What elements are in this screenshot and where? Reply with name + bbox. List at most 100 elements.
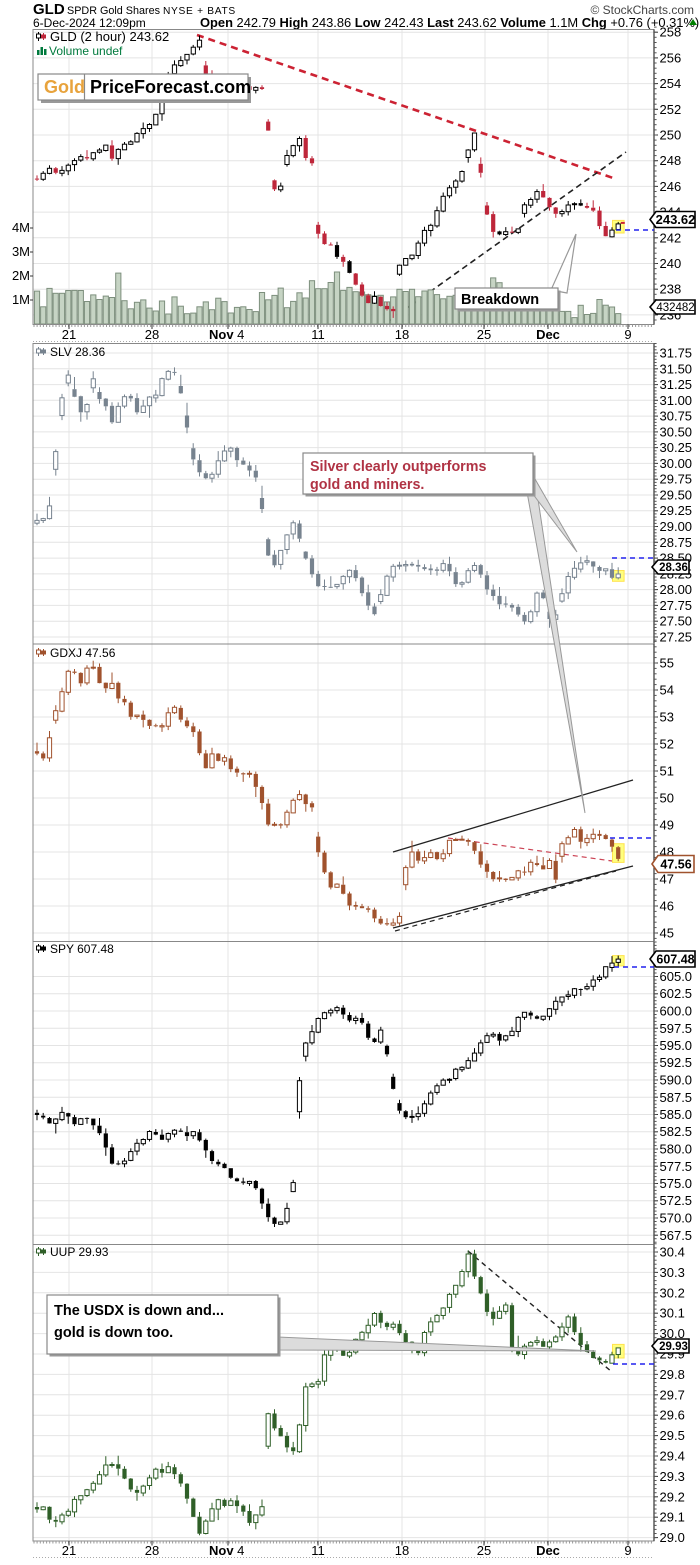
svg-text:256: 256 xyxy=(660,50,682,65)
svg-text:254: 254 xyxy=(660,76,682,91)
svg-text:246: 246 xyxy=(660,179,682,194)
svg-text:30.50: 30.50 xyxy=(660,424,693,439)
svg-text:SPDR Gold Shares: SPDR Gold Shares xyxy=(67,5,161,17)
svg-text:248: 248 xyxy=(660,153,682,168)
svg-text:GLD (2 hour) 243.62: GLD (2 hour) 243.62 xyxy=(50,29,169,44)
svg-text:21: 21 xyxy=(62,327,76,342)
svg-text:607.48: 607.48 xyxy=(656,953,694,967)
svg-text:29.50: 29.50 xyxy=(660,488,693,503)
svg-text:252: 252 xyxy=(660,102,682,117)
svg-text:31.50: 31.50 xyxy=(660,361,693,376)
svg-text:25: 25 xyxy=(477,1543,491,1558)
svg-text:29.00: 29.00 xyxy=(660,519,693,534)
svg-text:602.5: 602.5 xyxy=(660,986,693,1001)
svg-text:31.75: 31.75 xyxy=(660,346,693,361)
svg-text:28.00: 28.00 xyxy=(660,582,693,597)
svg-text:240: 240 xyxy=(660,256,682,271)
svg-text:29.75: 29.75 xyxy=(660,472,693,487)
svg-text:21: 21 xyxy=(62,1543,76,1558)
svg-text:SPY 607.48: SPY 607.48 xyxy=(50,942,114,956)
svg-text:SLV 28.36: SLV 28.36 xyxy=(50,345,105,359)
svg-text:238: 238 xyxy=(660,282,682,297)
svg-text:597.5: 597.5 xyxy=(660,1021,693,1036)
svg-text:567.5: 567.5 xyxy=(660,1228,693,1243)
svg-text:29.4: 29.4 xyxy=(660,1449,685,1464)
svg-text:572.5: 572.5 xyxy=(660,1193,693,1208)
svg-text:570.0: 570.0 xyxy=(660,1211,693,1226)
svg-text:49: 49 xyxy=(660,818,674,833)
svg-text:18: 18 xyxy=(395,327,409,342)
svg-text:50: 50 xyxy=(660,791,674,806)
svg-text:3M: 3M xyxy=(12,244,30,259)
svg-text:18: 18 xyxy=(395,1543,409,1558)
svg-text:NYSE + BATS: NYSE + BATS xyxy=(163,6,236,17)
svg-text:29.25: 29.25 xyxy=(660,503,693,518)
svg-text:31.25: 31.25 xyxy=(660,377,693,392)
svg-text:© StockCharts.com: © StockCharts.com xyxy=(590,3,694,17)
svg-text:Dec: Dec xyxy=(536,327,560,342)
svg-text:27.50: 27.50 xyxy=(660,614,693,629)
svg-text:29.8: 29.8 xyxy=(660,1367,685,1382)
svg-text:Silver clearly outperforms: Silver clearly outperforms xyxy=(310,459,486,475)
svg-text:6-Dec-2024 12:09pm: 6-Dec-2024 12:09pm xyxy=(33,16,146,30)
svg-text:30.4: 30.4 xyxy=(660,1245,685,1260)
svg-text:11: 11 xyxy=(311,327,325,342)
svg-text:30.75: 30.75 xyxy=(660,409,693,424)
svg-text:432482: 432482 xyxy=(656,302,694,314)
svg-text:4M: 4M xyxy=(12,220,30,235)
svg-text:29.0: 29.0 xyxy=(660,1530,685,1545)
svg-text:28: 28 xyxy=(145,1543,159,1558)
svg-text:11: 11 xyxy=(311,1543,325,1558)
svg-text:Open 242.79 High 243.86 Low 24: Open 242.79 High 243.86 Low 242.43 Last … xyxy=(200,15,699,30)
svg-text:PriceForecast.com: PriceForecast.com xyxy=(90,77,251,97)
svg-text:1M: 1M xyxy=(12,292,30,307)
svg-text:30.1: 30.1 xyxy=(660,1306,685,1321)
svg-text:GLD: GLD xyxy=(33,1,65,18)
svg-text:Dec: Dec xyxy=(536,1543,560,1558)
svg-text:592.5: 592.5 xyxy=(660,1055,693,1070)
svg-text:595.0: 595.0 xyxy=(660,1038,693,1053)
svg-text:243.62: 243.62 xyxy=(656,212,696,227)
svg-text:30.0: 30.0 xyxy=(660,1326,685,1341)
svg-text:28.75: 28.75 xyxy=(660,535,693,550)
svg-text:25: 25 xyxy=(477,327,491,342)
svg-text:GDXJ 47.56: GDXJ 47.56 xyxy=(50,646,116,660)
svg-text:54: 54 xyxy=(660,683,674,698)
svg-text:55: 55 xyxy=(660,656,674,671)
svg-text:27.75: 27.75 xyxy=(660,598,693,613)
svg-text:242: 242 xyxy=(660,230,682,245)
svg-text:Volume undef: Volume undef xyxy=(49,44,123,58)
svg-text:9: 9 xyxy=(624,1543,631,1558)
svg-text:Nov 4: Nov 4 xyxy=(209,1543,244,1558)
svg-text:29.1: 29.1 xyxy=(660,1510,685,1525)
svg-text:Gold: Gold xyxy=(44,77,85,97)
svg-text:258: 258 xyxy=(660,25,682,40)
svg-text:600.0: 600.0 xyxy=(660,1004,693,1019)
svg-text:28.36: 28.36 xyxy=(659,562,688,574)
svg-text:53: 53 xyxy=(660,710,674,725)
svg-text:30.00: 30.00 xyxy=(660,456,693,471)
svg-text:590.0: 590.0 xyxy=(660,1073,693,1088)
svg-text:9: 9 xyxy=(624,327,631,342)
svg-text:Breakdown: Breakdown xyxy=(461,292,539,308)
svg-text:gold is down too.: gold is down too. xyxy=(54,1325,173,1341)
svg-text:575.0: 575.0 xyxy=(660,1176,693,1191)
svg-text:46: 46 xyxy=(660,899,674,914)
svg-text:29.5: 29.5 xyxy=(660,1428,685,1443)
svg-text:47.56: 47.56 xyxy=(660,858,691,872)
svg-text:gold and miners.: gold and miners. xyxy=(310,477,424,493)
svg-text:250: 250 xyxy=(660,128,682,143)
svg-text:29.2: 29.2 xyxy=(660,1489,685,1504)
svg-text:28: 28 xyxy=(145,327,159,342)
svg-text:580.0: 580.0 xyxy=(660,1142,693,1157)
svg-text:582.5: 582.5 xyxy=(660,1124,693,1139)
svg-text:2M: 2M xyxy=(12,268,30,283)
svg-text:UUP 29.93: UUP 29.93 xyxy=(50,1245,109,1259)
svg-text:47: 47 xyxy=(660,872,674,887)
svg-text:605.0: 605.0 xyxy=(660,969,693,984)
svg-text:30.2: 30.2 xyxy=(660,1285,685,1300)
svg-text:Nov 4: Nov 4 xyxy=(209,327,244,342)
svg-text:45: 45 xyxy=(660,926,674,941)
svg-text:The USDX is down and...: The USDX is down and... xyxy=(54,1303,224,1319)
svg-text:30.25: 30.25 xyxy=(660,440,693,455)
